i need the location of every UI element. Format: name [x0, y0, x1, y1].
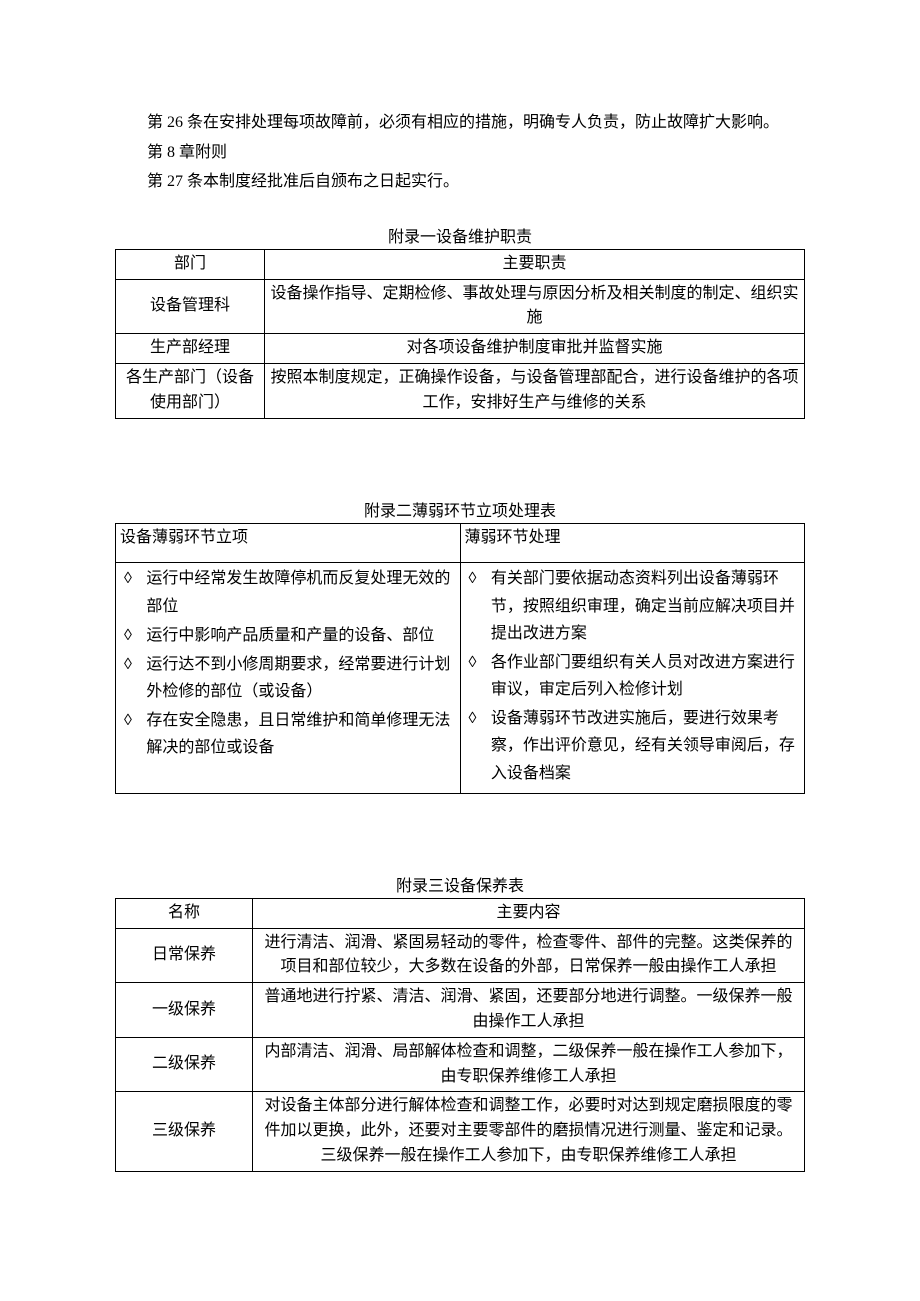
table-row: 二级保养 内部清洁、润滑、局部解体检查和调整，二级保养一般在操作工人参加下，由专…	[116, 1037, 805, 1092]
table-row: 三级保养 对设备主体部分进行解体检查和调整工作，必要时对达到规定磨损限度的零件加…	[116, 1092, 805, 1171]
appendix1-dept: 各生产部门（设备使用部门）	[116, 363, 265, 418]
list-item: 运行中经常发生故障停机而反复处理无效的部位	[124, 565, 452, 619]
appendix2-header-left: 设备薄弱环节立项	[116, 523, 461, 563]
appendix1-duty: 按照本制度规定，正确操作设备，与设备管理部配合，进行设备维护的各项工作，安排好生…	[265, 363, 805, 418]
appendix1-duty: 对各项设备维护制度审批并监督实施	[265, 334, 805, 364]
appendix3-header-name: 名称	[116, 898, 253, 928]
list-item: 存在安全隐患，且日常维护和简单修理无法解决的部位或设备	[124, 707, 452, 761]
list-item: 运行中影响产品质量和产量的设备、部位	[124, 622, 452, 649]
table-row: 名称 主要内容	[116, 898, 805, 928]
table-row: 设备薄弱环节立项 薄弱环节处理	[116, 523, 805, 563]
appendix3-name: 一级保养	[116, 983, 253, 1038]
appendix2-left-cell: 运行中经常发生故障停机而反复处理无效的部位 运行中影响产品质量和产量的设备、部位…	[116, 563, 461, 794]
appendix2-right-cell: 有关部门要依据动态资料列出设备薄弱环节，按照组织审理，确定当前应解决项目并提出改…	[460, 563, 805, 794]
appendix2-table: 设备薄弱环节立项 薄弱环节处理 运行中经常发生故障停机而反复处理无效的部位 运行…	[115, 523, 805, 794]
list-item: 各作业部门要组织有关人员对改进方案进行审议，审定后列入检修计划	[469, 649, 797, 703]
appendix3-header-content: 主要内容	[253, 898, 805, 928]
appendix1-header-dept: 部门	[116, 249, 265, 279]
table-row: 生产部经理 对各项设备维护制度审批并监督实施	[116, 334, 805, 364]
appendix2-title: 附录二薄弱环节立项处理表	[115, 497, 805, 521]
appendix2-header-right: 薄弱环节处理	[460, 523, 805, 563]
appendix1-dept: 设备管理科	[116, 279, 265, 334]
table-row: 一级保养 普通地进行拧紧、清洁、润滑、紧固，还要部分地进行调整。一级保养一般由操…	[116, 983, 805, 1038]
list-item: 有关部门要依据动态资料列出设备薄弱环节，按照组织审理，确定当前应解决项目并提出改…	[469, 565, 797, 647]
appendix1-header-duty: 主要职责	[265, 249, 805, 279]
appendix3-content: 普通地进行拧紧、清洁、润滑、紧固，还要部分地进行调整。一级保养一般由操作工人承担	[253, 983, 805, 1038]
chapter-8-heading: 第 8 章附则	[115, 140, 805, 166]
appendix3-name: 日常保养	[116, 928, 253, 983]
table-row: 运行中经常发生故障停机而反复处理无效的部位 运行中影响产品质量和产量的设备、部位…	[116, 563, 805, 794]
table-row: 设备管理科 设备操作指导、定期检修、事故处理与原因分析及相关制度的制定、组织实施	[116, 279, 805, 334]
list-item: 设备薄弱环节改进实施后，要进行效果考察，作出评价意见，经有关领导审阅后，存入设备…	[469, 705, 797, 787]
appendix3-title: 附录三设备保养表	[115, 872, 805, 896]
appendix3-name: 二级保养	[116, 1037, 253, 1092]
appendix3-content: 内部清洁、润滑、局部解体检查和调整，二级保养一般在操作工人参加下，由专职保养维修…	[253, 1037, 805, 1092]
appendix3-table: 名称 主要内容 日常保养 进行清洁、润滑、紧固易轻动的零件，检查零件、部件的完整…	[115, 898, 805, 1172]
table-row: 部门 主要职责	[116, 249, 805, 279]
appendix1-duty: 设备操作指导、定期检修、事故处理与原因分析及相关制度的制定、组织实施	[265, 279, 805, 334]
appendix3-content: 进行清洁、润滑、紧固易轻动的零件，检查零件、部件的完整。这类保养的项目和部位较少…	[253, 928, 805, 983]
list-item: 运行达不到小修周期要求，经常要进行计划外检修的部位（或设备）	[124, 651, 452, 705]
table-row: 各生产部门（设备使用部门） 按照本制度规定，正确操作设备，与设备管理部配合，进行…	[116, 363, 805, 418]
appendix1-dept: 生产部经理	[116, 334, 265, 364]
paragraph-27: 第 27 条本制度经批准后自颁布之日起实行。	[115, 169, 805, 195]
appendix1-title: 附录一设备维护职责	[115, 223, 805, 247]
appendix3-name: 三级保养	[116, 1092, 253, 1171]
appendix1-table: 部门 主要职责 设备管理科 设备操作指导、定期检修、事故处理与原因分析及相关制度…	[115, 249, 805, 419]
table-row: 日常保养 进行清洁、润滑、紧固易轻动的零件，检查零件、部件的完整。这类保养的项目…	[116, 928, 805, 983]
paragraph-26: 第 26 条在安排处理每项故障前，必须有相应的措施，明确专人负责，防止故障扩大影…	[115, 110, 805, 136]
appendix3-content: 对设备主体部分进行解体检查和调整工作，必要时对达到规定磨损限度的零件加以更换，此…	[253, 1092, 805, 1171]
